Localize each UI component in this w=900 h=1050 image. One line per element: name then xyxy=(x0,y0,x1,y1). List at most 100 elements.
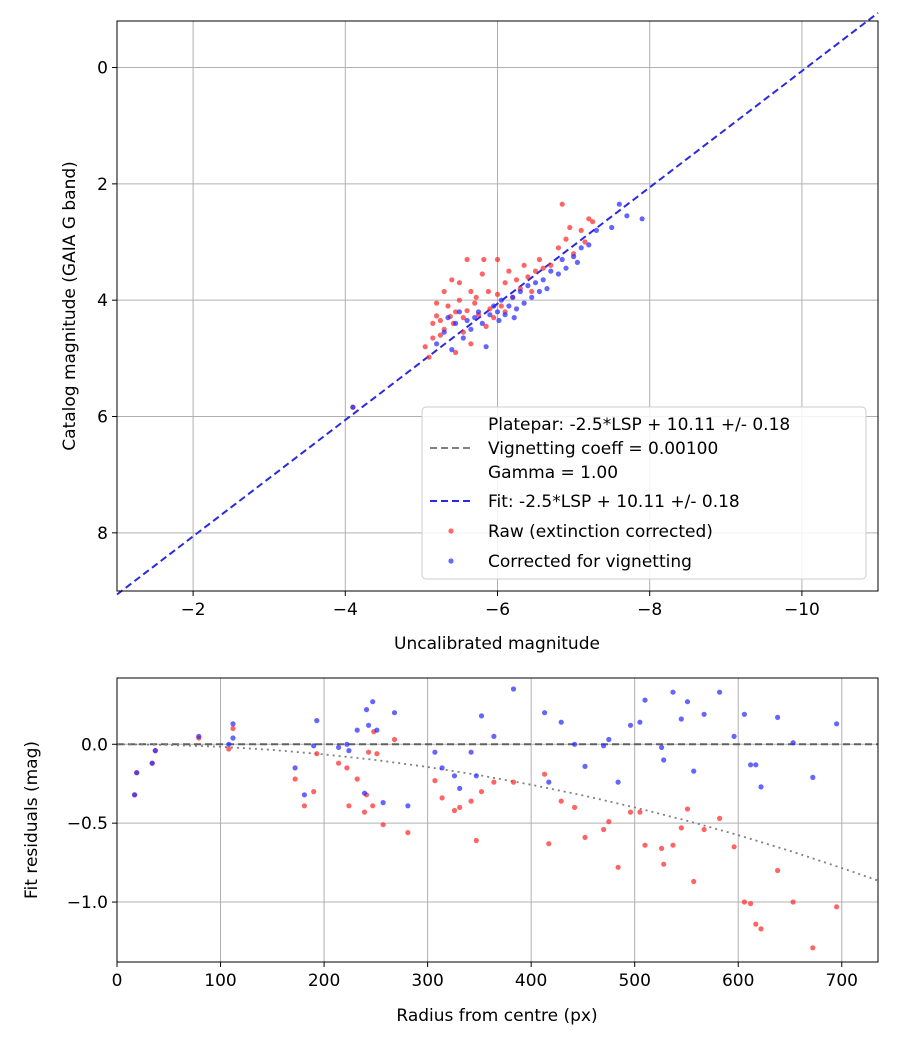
point-corrected xyxy=(753,762,759,768)
point-raw xyxy=(494,291,501,297)
point-raw xyxy=(753,921,759,927)
point-corrected xyxy=(606,736,612,743)
point-corrected xyxy=(578,245,584,251)
x-tick-label: 200 xyxy=(308,971,340,991)
point-raw xyxy=(717,815,723,822)
point-corrected xyxy=(684,699,691,705)
bottom-x-axis-label: Radius from centre (px) xyxy=(396,1006,597,1026)
point-raw xyxy=(758,926,764,932)
x-tick-label: 0 xyxy=(112,971,123,991)
point-corrected xyxy=(571,254,577,260)
point-corrected xyxy=(498,297,504,303)
point-raw xyxy=(546,841,552,847)
legend-label-corrected: Corrected for vignetting xyxy=(488,552,692,572)
point-raw xyxy=(536,256,543,263)
point-corrected xyxy=(346,748,352,754)
point-corrected xyxy=(775,714,781,721)
x-tick-label: 400 xyxy=(515,971,547,991)
point-raw xyxy=(374,751,380,757)
point-corrected xyxy=(230,735,236,741)
point-corrected xyxy=(627,722,634,728)
legend-entry-raw: Raw (extinction corrected) xyxy=(448,522,713,542)
point-raw xyxy=(627,809,634,815)
point-raw xyxy=(468,798,474,804)
point-corrected xyxy=(834,721,840,727)
point-corrected xyxy=(460,335,466,341)
point-corrected xyxy=(472,315,478,321)
point-raw xyxy=(439,795,445,801)
point-raw xyxy=(529,288,535,295)
legend-entry-fit: Fit: -2.5*LSP + 10.11 +/- 0.18 xyxy=(430,492,740,512)
legend: Platepar: -2.5*LSP + 10.11 +/- 0.18 Vign… xyxy=(421,406,867,580)
point-corrected xyxy=(468,749,474,755)
point-corrected xyxy=(544,286,550,292)
point-corrected xyxy=(525,283,531,289)
point-corrected xyxy=(473,773,479,779)
point-corrected xyxy=(453,320,459,326)
legend-label-gamma: Gamma = 1.00 xyxy=(488,463,618,483)
bottom-axis-ticks: 0 100 200 300 400 500 600 700 0.0 −0.5 −1.0 xyxy=(67,735,858,991)
point-raw xyxy=(525,274,531,280)
point-raw xyxy=(380,822,386,828)
point-raw xyxy=(478,789,485,795)
point-corrected xyxy=(615,779,621,785)
point-corrected xyxy=(616,201,622,207)
legend-entry-platepar: Platepar: -2.5*LSP + 10.11 +/- 0.18 xyxy=(488,415,790,435)
line-vignetting-model xyxy=(116,743,879,882)
top-axis-ticks: −2 −4 −6 −8 −10 0 2 4 6 8 xyxy=(97,59,820,620)
legend-entry-gamma: Gamma = 1.00 xyxy=(488,463,618,483)
point-corrected xyxy=(790,740,796,746)
point-corrected xyxy=(586,242,592,248)
point-corrected xyxy=(344,741,350,747)
point-corrected xyxy=(336,744,342,751)
point-corrected xyxy=(439,765,445,771)
legend-entry-corrected: Corrected for vignetting xyxy=(448,552,692,572)
point-raw xyxy=(741,899,748,905)
point-raw xyxy=(468,341,474,347)
point-raw xyxy=(582,239,588,245)
point-raw xyxy=(366,749,372,755)
x-tick-label: 700 xyxy=(826,971,858,991)
top-scatter-points xyxy=(350,201,645,410)
point-raw xyxy=(434,313,440,319)
point-corrected xyxy=(540,277,546,283)
point-raw xyxy=(637,809,643,815)
point-raw xyxy=(449,277,455,283)
point-corrected xyxy=(483,344,489,350)
point-raw xyxy=(457,804,463,811)
point-raw xyxy=(479,271,485,277)
point-corrected xyxy=(491,733,497,740)
point-corrected xyxy=(609,224,615,231)
y-tick-label: 2 xyxy=(97,175,108,195)
point-corrected xyxy=(196,733,202,740)
point-raw xyxy=(464,256,470,263)
y-tick-label: −1.0 xyxy=(67,893,108,913)
point-raw xyxy=(540,265,546,271)
point-raw xyxy=(559,201,565,207)
point-corrected xyxy=(506,303,512,309)
point-raw xyxy=(558,798,564,804)
point-corrected xyxy=(574,259,581,265)
point-corrected xyxy=(354,727,360,733)
point-corrected xyxy=(405,803,411,809)
x-tick-label: 100 xyxy=(204,971,236,991)
point-raw xyxy=(510,779,517,785)
point-raw xyxy=(701,826,707,833)
point-raw xyxy=(563,236,569,242)
point-raw xyxy=(426,354,432,360)
point-corrected xyxy=(548,268,554,274)
legend-label-raw: Raw (extinction corrected) xyxy=(488,522,713,542)
point-raw xyxy=(684,806,691,812)
point-corrected xyxy=(451,773,458,779)
bottom-scatter-points xyxy=(132,686,840,951)
point-raw xyxy=(473,837,479,844)
legend-swatch-raw xyxy=(448,528,454,534)
point-corrected xyxy=(491,303,497,309)
point-raw xyxy=(642,842,648,848)
point-corrected xyxy=(701,711,707,717)
point-raw xyxy=(582,834,588,841)
point-corrected xyxy=(366,722,372,728)
point-corrected xyxy=(230,721,236,727)
